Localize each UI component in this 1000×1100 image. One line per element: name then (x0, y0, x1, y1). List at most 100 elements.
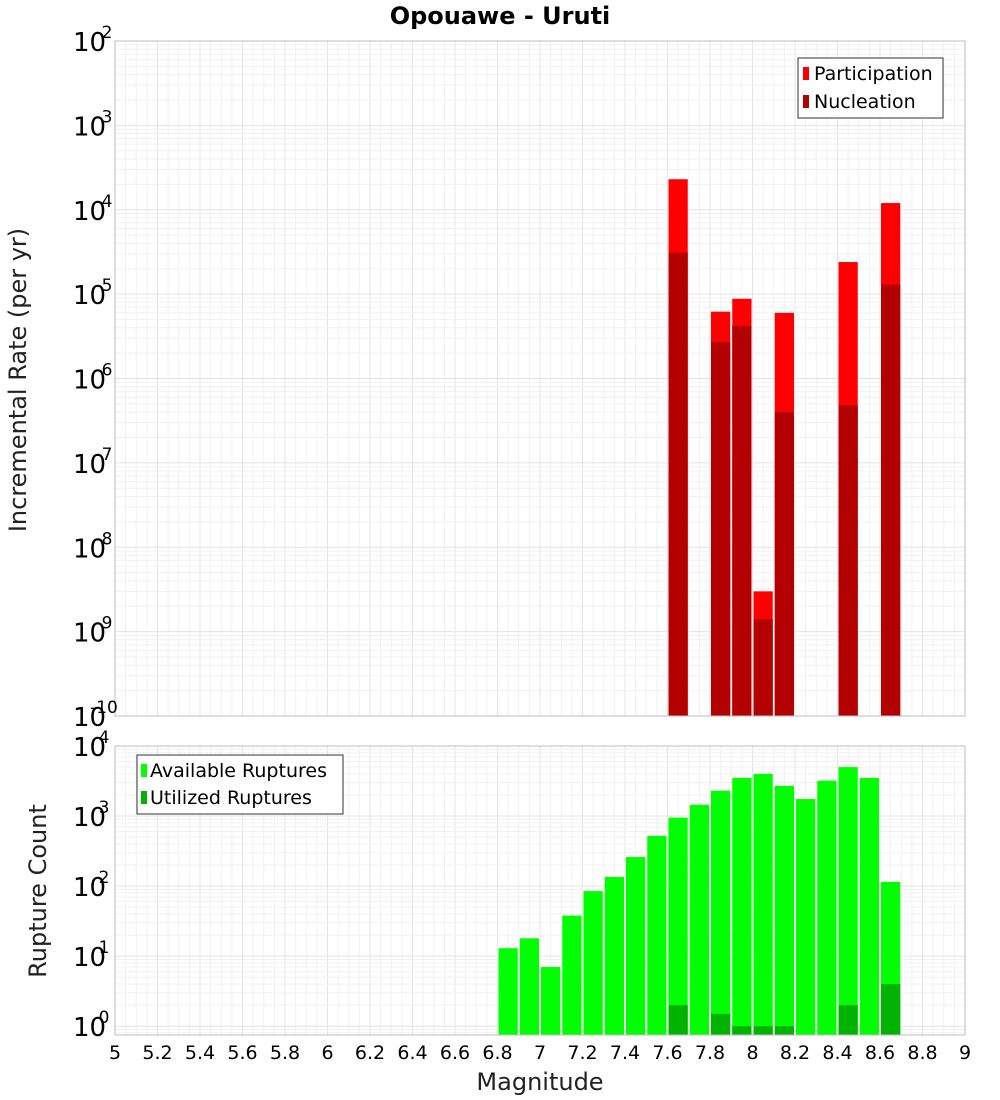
top-y-tick-exponent: -7 (96, 445, 113, 465)
top-y-tick-exponent: -4 (96, 192, 113, 212)
bar-available-ruptures (604, 876, 624, 1035)
legend-swatch-utilized (141, 791, 147, 804)
top-y-tick-label: 10 (73, 28, 106, 58)
bar-available-ruptures (711, 790, 731, 1035)
top-y-tick-exponent: -9 (96, 614, 113, 634)
x-tick-label: 7.4 (610, 1042, 640, 1064)
bar-available-ruptures (817, 780, 837, 1035)
top-y-tick-label: 10 (73, 366, 106, 396)
bar-available-ruptures (838, 767, 858, 1035)
bar-nucleation (838, 405, 858, 716)
bottom-y-tick-exponent: 3 (99, 798, 110, 818)
x-tick-label: 8 (746, 1042, 758, 1064)
top-y-tick-label: 10 (73, 450, 106, 480)
bar-utilized-ruptures (838, 1005, 858, 1035)
x-tick-label: 6.6 (440, 1042, 470, 1064)
bar-available-ruptures (732, 777, 752, 1035)
legend-label-available: Available Ruptures (150, 760, 327, 782)
bottom-y-tick-exponent: 1 (99, 938, 110, 958)
top-y-tick-exponent: -3 (96, 107, 113, 127)
bottom-x-ticks: 5 5.2 5.4 5.6 5.8 6 6.2 6.4 6.6 6.8 7 7.2 7.4 7.6 7.8 8… (109, 1042, 971, 1064)
bottom-bars (498, 767, 901, 1035)
chart-title: Opouawe - Uruti (390, 2, 611, 30)
bar-utilized-ruptures (732, 1026, 752, 1035)
bar-available-ruptures (774, 785, 794, 1035)
x-tick-label: 9 (959, 1042, 971, 1064)
top-y-tick-label: 10 (73, 534, 106, 564)
bar-utilized-ruptures (668, 1005, 688, 1035)
bar-nucleation (732, 325, 752, 716)
bar-available-ruptures (562, 915, 582, 1035)
top-y-tick-exponent: -6 (96, 361, 113, 381)
legend-swatch-available (141, 764, 147, 777)
bar-utilized-ruptures (774, 1026, 794, 1035)
top-y-tick-label: 10 (73, 619, 106, 649)
legend-swatch-nucleation (803, 95, 809, 108)
bottom-y-tick-label: 10 (73, 1013, 106, 1043)
bar-available-ruptures (647, 835, 667, 1035)
bottom-y-axis-label: Rupture Count (24, 804, 52, 978)
bar-available-ruptures (689, 804, 709, 1035)
bar-utilized-ruptures (881, 984, 901, 1035)
legend-label-participation: Participation (814, 63, 933, 85)
x-tick-label: 8.4 (822, 1042, 852, 1064)
top-y-tick-label: 10 (73, 281, 106, 311)
top-grid (114, 40, 966, 717)
bar-available-ruptures (519, 938, 539, 1035)
bar-available-ruptures (541, 967, 561, 1035)
bar-available-ruptures (796, 799, 816, 1035)
bottom-y-tick-exponent: 2 (99, 868, 110, 888)
bottom-y-tick-exponent: 0 (99, 1008, 110, 1028)
top-y-tick-exponent: -5 (96, 276, 113, 296)
bottom-legend: Available Ruptures Utilized Ruptures (136, 754, 344, 815)
x-tick-label: 8.8 (907, 1042, 937, 1064)
x-tick-label: 6.8 (482, 1042, 512, 1064)
top-y-tick-exponent: -2 (96, 23, 113, 43)
bar-nucleation (753, 619, 773, 716)
bar-available-ruptures (668, 817, 688, 1035)
bar-nucleation (881, 284, 901, 716)
bar-utilized-ruptures (711, 1013, 731, 1035)
x-tick-label: 7.6 (652, 1042, 682, 1064)
top-y-tick-label: 10 (73, 197, 106, 227)
x-tick-label: 5.2 (142, 1042, 172, 1064)
bottom-y-tick-label: 10 (73, 733, 106, 763)
x-tick-label: 6.4 (397, 1042, 427, 1064)
legend-swatch-participation (803, 67, 809, 80)
bar-available-ruptures (583, 891, 603, 1035)
bar-nucleation (668, 252, 688, 716)
legend-label-utilized: Utilized Ruptures (150, 787, 312, 809)
bottom-legend-box (136, 754, 344, 815)
x-tick-label: 6 (321, 1042, 333, 1064)
bar-nucleation (774, 412, 794, 716)
top-y-tick-exponent: -10 (90, 698, 118, 718)
bottom-y-tick-exponent: 4 (99, 728, 110, 748)
x-tick-label: 8.2 (780, 1042, 810, 1064)
bar-nucleation (711, 342, 731, 716)
legend-label-nucleation: Nucleation (814, 91, 916, 113)
top-plot-frame (114, 40, 966, 717)
bar-available-ruptures (498, 948, 518, 1035)
x-tick-label: 7.8 (695, 1042, 725, 1064)
x-tick-label: 6.2 (355, 1042, 385, 1064)
x-tick-label: 7.2 (567, 1042, 597, 1064)
top-legend-box (797, 57, 944, 119)
bottom-plot-frame (114, 745, 966, 1036)
x-axis-label: Magnitude (476, 1068, 603, 1096)
bar-available-ruptures (859, 777, 879, 1035)
top-y-tick-label: 10 (73, 703, 106, 733)
top-y-tick-label: 10 (73, 112, 106, 142)
bar-available-ruptures (753, 773, 773, 1035)
x-tick-label: 5 (109, 1042, 121, 1064)
x-tick-label: 5.8 (270, 1042, 300, 1064)
x-tick-label: 8.6 (865, 1042, 895, 1064)
top-y-axis-label: Incremental Rate (per yr) (4, 228, 32, 532)
x-tick-label: 7 (534, 1042, 546, 1064)
bottom-y-tick-label: 10 (73, 943, 106, 973)
top-bars (668, 179, 901, 716)
